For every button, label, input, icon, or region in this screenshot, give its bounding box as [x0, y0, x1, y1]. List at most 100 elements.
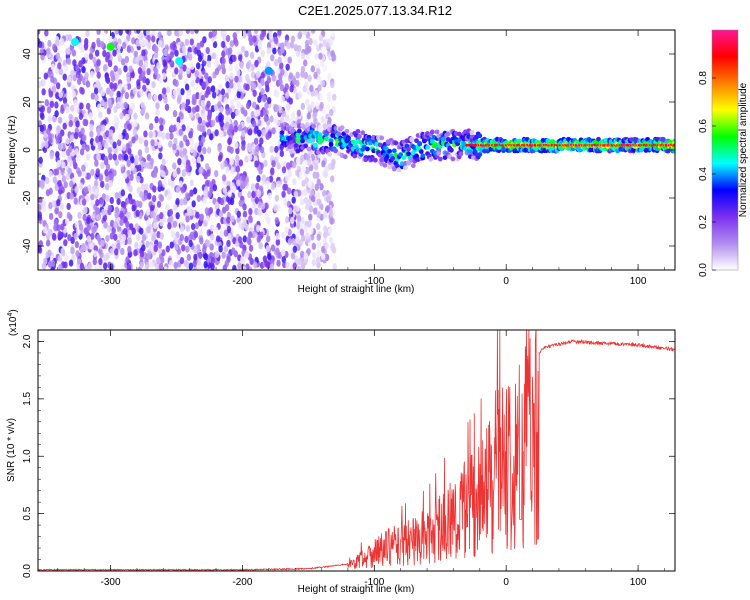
heatmap-cell	[298, 239, 303, 247]
heatmap-cell	[325, 42, 330, 50]
heatmap-cell	[114, 158, 119, 167]
heatmap-cell	[273, 59, 279, 67]
heatmap-cell	[241, 129, 246, 138]
heatmap-cell	[230, 98, 235, 107]
heatmap-cell	[176, 167, 181, 175]
heatmap-cell	[249, 51, 255, 59]
snr-y-label: SNR (10 * v/v)	[6, 418, 17, 482]
heatmap-cell	[247, 153, 253, 161]
heatmap-cell	[107, 204, 113, 213]
heatmap-cell	[218, 112, 223, 120]
heatmap-cell	[259, 109, 264, 118]
heatmap-cell	[202, 196, 207, 204]
heatmap-cell	[203, 260, 208, 269]
heatmap-cell	[105, 234, 110, 243]
heatmap-cell	[135, 209, 140, 217]
heatmap-cell	[316, 241, 322, 249]
heatmap-cell	[327, 73, 332, 81]
heatmap-cell	[314, 52, 319, 60]
colorbar-tick-label: 0.2	[698, 215, 709, 229]
colorbar-label: Normalized spectral amplitude	[738, 82, 749, 217]
heatmap-cell	[68, 259, 74, 267]
heatmap-cell	[224, 204, 230, 212]
heatmap-cell	[259, 33, 265, 41]
heatmap-cell	[90, 92, 96, 100]
heatmap-cell	[184, 83, 190, 91]
heatmap-cell	[52, 43, 57, 51]
heatmap-cell	[47, 249, 52, 257]
heatmap-cell	[163, 266, 168, 270]
heatmap-cell	[52, 176, 58, 184]
heatmap-cell	[248, 35, 253, 43]
heatmap-cell	[329, 108, 334, 117]
heatmap-cell	[38, 204, 42, 212]
heatmap-cell	[89, 123, 94, 131]
heatmap-cell	[57, 179, 62, 188]
heatmap-cell	[169, 132, 174, 140]
heatmap-cell	[214, 226, 219, 235]
heatmap-cell	[434, 129, 440, 135]
heatmap-cell	[293, 43, 299, 52]
y-tick-label: 0.5	[22, 506, 33, 520]
heatmap-cell	[283, 199, 288, 207]
heatmap-cell	[425, 145, 430, 150]
heatmap-cell	[149, 204, 155, 213]
heatmap-cell	[63, 181, 68, 189]
heatmap-cell	[109, 248, 114, 256]
heatmap-cell	[188, 234, 193, 242]
heatmap-cell	[147, 92, 152, 101]
heatmap-cell	[223, 229, 229, 237]
heatmap-cell	[204, 180, 210, 188]
heatmap-cell	[248, 207, 253, 216]
heatmap-cell	[365, 146, 370, 152]
heatmap-cell	[146, 252, 151, 260]
heatmap-cell	[186, 253, 192, 262]
heatmap-cell	[318, 34, 324, 42]
heatmap-cell	[128, 197, 134, 205]
heatmap-cell	[40, 182, 45, 190]
heatmap-cell	[222, 264, 227, 270]
heatmap-cell	[296, 128, 302, 134]
heatmap-cell	[41, 88, 46, 96]
colorbar-frame	[711, 29, 739, 271]
heatmap-cell	[199, 237, 204, 245]
heatmap-cell	[129, 173, 134, 182]
heatmap-cell	[239, 182, 245, 190]
heatmap-cell	[85, 80, 91, 88]
y-tick-label: 40	[22, 48, 33, 60]
heatmap-cell	[66, 57, 72, 66]
heatmap-cell	[227, 137, 233, 145]
heatmap-cell	[39, 48, 44, 57]
heatmap-cell	[94, 49, 100, 57]
heatmap-cell	[210, 262, 215, 270]
heatmap-cell	[118, 83, 123, 91]
heatmap-cell	[214, 67, 220, 76]
heatmap-cell	[230, 111, 236, 120]
colorbar-gradient	[712, 30, 738, 270]
heatmap-cell	[140, 101, 145, 109]
heatmap-cell	[268, 32, 274, 40]
heatmap-cell	[305, 232, 310, 240]
heatmap-cell	[92, 56, 97, 64]
heatmap-cell	[328, 141, 334, 147]
heatmap-cell	[205, 46, 210, 55]
heatmap-cell	[76, 77, 82, 86]
heatmap-cell	[71, 49, 77, 57]
heatmap-cell	[109, 232, 115, 240]
heatmap-cell	[144, 183, 149, 191]
heatmap-cell	[278, 78, 283, 86]
heatmap-cell	[406, 160, 411, 166]
heatmap-cell	[307, 220, 312, 228]
heatmap-cell	[308, 205, 314, 213]
heatmap-cell	[120, 247, 125, 256]
heatmap-cell	[123, 171, 128, 179]
heatmap-cell	[406, 151, 411, 157]
snr-x-label: Height of straight line (km)	[298, 584, 415, 595]
heatmap-cell	[191, 200, 196, 208]
snr-x-ticks: -300 -200 -100 0 100	[57, 330, 665, 588]
heatmap-cell	[190, 62, 195, 70]
heatmap-cell	[248, 216, 253, 224]
heatmap-cell	[60, 38, 65, 46]
